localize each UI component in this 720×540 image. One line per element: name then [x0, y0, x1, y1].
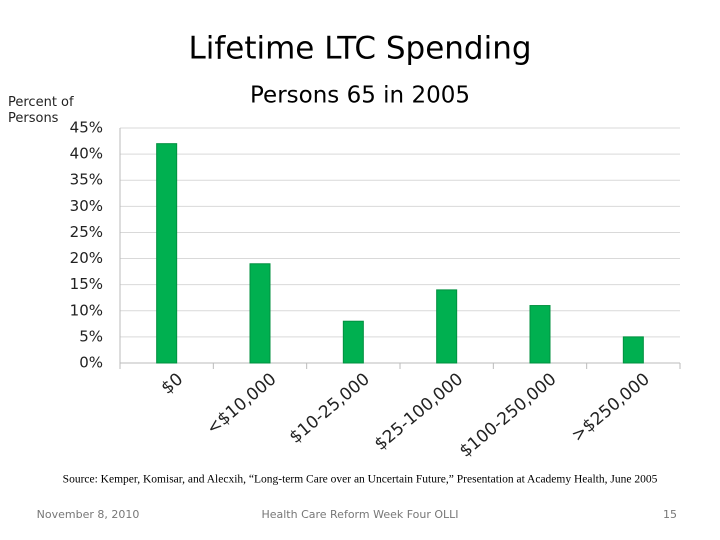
page-number: 15: [663, 508, 677, 521]
y-tick-label: 35%: [70, 171, 103, 189]
x-tick-label: >$250,000: [568, 369, 654, 446]
bar: [436, 289, 458, 364]
footer-center: Health Care Reform Week Four OLLI: [261, 508, 458, 521]
y-tick-label: 30%: [70, 197, 103, 215]
y-tick-label: 25%: [70, 223, 103, 241]
bar: [249, 263, 271, 364]
y-tick-label: 45%: [70, 119, 103, 137]
x-tick-label: $25-100,000: [371, 369, 467, 454]
y-tick-label: 40%: [70, 145, 103, 163]
footer-date: November 8, 2010: [37, 508, 140, 521]
y-tick-label: 15%: [70, 275, 103, 293]
y-axis-label: Percent of Persons: [8, 95, 74, 126]
chart-title: Lifetime LTC Spending: [188, 31, 531, 67]
x-tick-label: $10-25,000: [286, 369, 374, 447]
bar: [342, 320, 364, 364]
y-tick-label: 10%: [70, 301, 103, 319]
x-tick-label: $100-250,000: [456, 369, 561, 461]
bar: [156, 143, 178, 364]
source: Source: Kemper, Komisar, and Alecxih, “L…: [63, 474, 658, 486]
chart-subtitle: Persons 65 in 2005: [250, 83, 470, 109]
y-tick-label: 20%: [70, 249, 103, 267]
bar: [622, 336, 644, 364]
y-tick-label: 5%: [79, 327, 103, 345]
x-tick-label: $0: [158, 369, 187, 398]
x-tick-label: <$10,000: [203, 369, 281, 439]
bar: [529, 305, 551, 364]
y-tick-label: 0%: [79, 354, 103, 372]
